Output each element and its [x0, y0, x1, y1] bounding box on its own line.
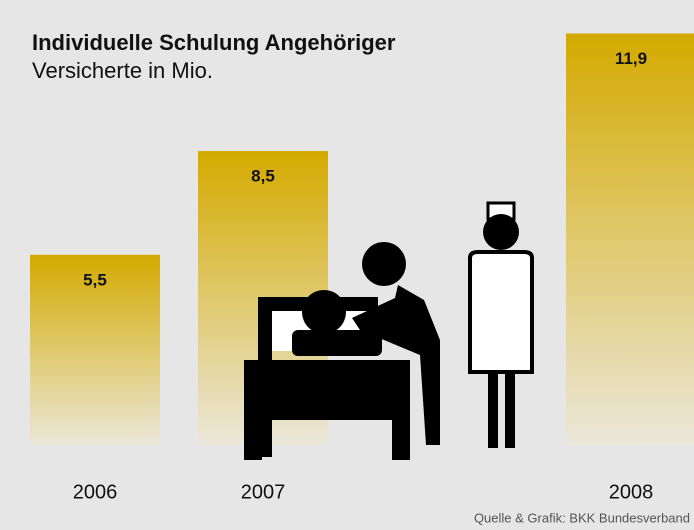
value-label: 8,5: [251, 167, 275, 186]
bed-body: [244, 360, 410, 420]
patient-head: [302, 290, 346, 334]
source: Quelle & Grafik: BKK Bundesverband: [474, 510, 690, 525]
caregiver-body: [352, 285, 440, 445]
x-tick-label: 2008: [609, 481, 654, 503]
value-label: 5,5: [83, 270, 107, 289]
pictogram: [244, 201, 534, 460]
value-label: 11,9: [615, 49, 647, 68]
patient-body: [292, 330, 382, 356]
bed-leg: [392, 410, 410, 460]
nurse-head: [483, 214, 519, 250]
caregiver-head: [362, 242, 406, 286]
nurse-coat: [468, 250, 534, 374]
bar: [566, 33, 694, 445]
chart-title: Individuelle Schulung Angehöriger: [32, 30, 396, 55]
bar: [30, 254, 160, 445]
bed-leg: [244, 410, 262, 460]
nurse-leg: [505, 374, 515, 448]
chart-subtitle: Versicherte in Mio.: [32, 58, 213, 83]
nurse-leg: [488, 374, 498, 448]
x-tick-label: 2006: [73, 481, 118, 503]
x-tick-label: 2007: [241, 481, 286, 503]
